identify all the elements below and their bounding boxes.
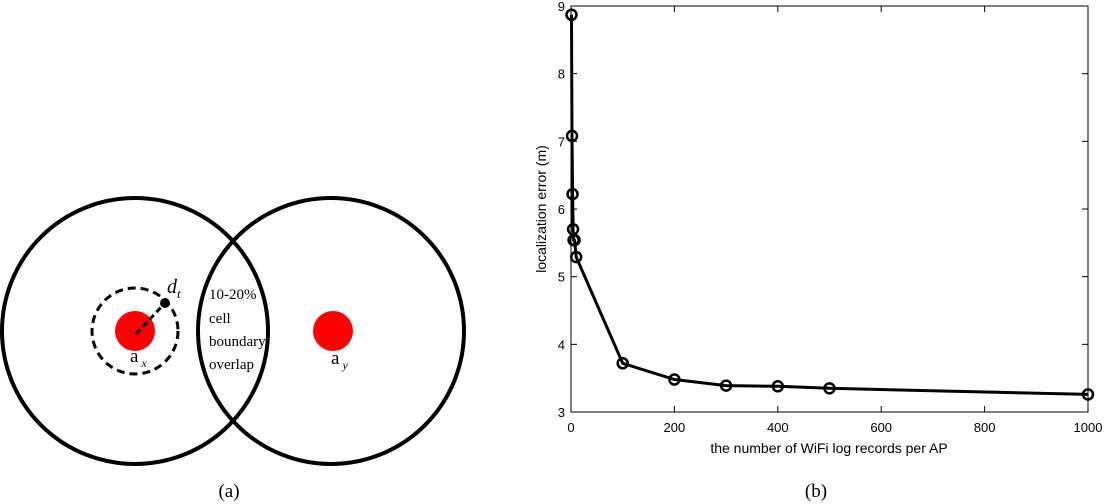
data-point-marker (566, 187, 579, 201)
y-tick-label: 3 (558, 405, 565, 420)
data-point-marker (616, 357, 629, 370)
x-tick-label: 1000 (1074, 420, 1103, 435)
data-point-marker (569, 250, 583, 264)
x-axis-label: the number of WiFi log records per AP (710, 440, 947, 456)
y-tick-label: 5 (558, 270, 565, 285)
y-tick-label: 7 (558, 134, 565, 149)
data-point-marker (568, 233, 581, 247)
data-point-marker (823, 382, 836, 395)
y-axis-label: localization error (m) (533, 145, 549, 273)
ap-y-dot (313, 311, 353, 351)
caption-b: (b) (805, 481, 827, 502)
plot-frame (570, 5, 1089, 413)
axis-ticks (570, 5, 1089, 413)
overlap-label-line-2: cell (209, 311, 231, 327)
x-tick-label: 400 (767, 420, 789, 435)
data-point-marker (668, 373, 681, 386)
dt-radius-line (134, 301, 167, 336)
x-tick-label: 800 (974, 420, 996, 435)
data-point-marker (565, 8, 578, 22)
ap-x-dot (115, 311, 155, 351)
x-tick-label: 600 (870, 420, 892, 435)
y-tick-label: 8 (558, 67, 565, 82)
data-point-marker (771, 380, 785, 393)
threshold-circle (90, 286, 180, 376)
cell-y-boundary (196, 196, 466, 466)
x-tick-label: 200 (664, 420, 686, 435)
caption-a: (a) (218, 481, 239, 502)
overlap-label-line-1: 10-20% (209, 287, 257, 303)
y-tick-label: 6 (558, 202, 565, 217)
x-tick-label: 0 (567, 420, 574, 435)
overlap-label-line-4: overlap (209, 357, 254, 373)
overlap-label-line-3: boundary (209, 334, 266, 350)
data-point-marker (565, 129, 579, 143)
data-point-marker (1081, 388, 1095, 401)
series-line (570, 14, 1089, 396)
dt-endpoint-dot (160, 298, 170, 308)
localization-error-chart: 0 200 400 600 800 1000 3 4 5 6 7 8 9 the number of W… (533, 0, 1102, 456)
y-tick-label: 4 (558, 337, 565, 352)
dt-label: dt (167, 276, 181, 301)
series-markers (565, 8, 1095, 401)
y-tick-label: 9 (558, 0, 565, 14)
axis-tick-labels: 0 200 400 600 800 1000 3 4 5 6 7 8 9 (558, 0, 1103, 435)
data-point-marker (719, 379, 733, 392)
cell-x-boundary (0, 196, 270, 466)
